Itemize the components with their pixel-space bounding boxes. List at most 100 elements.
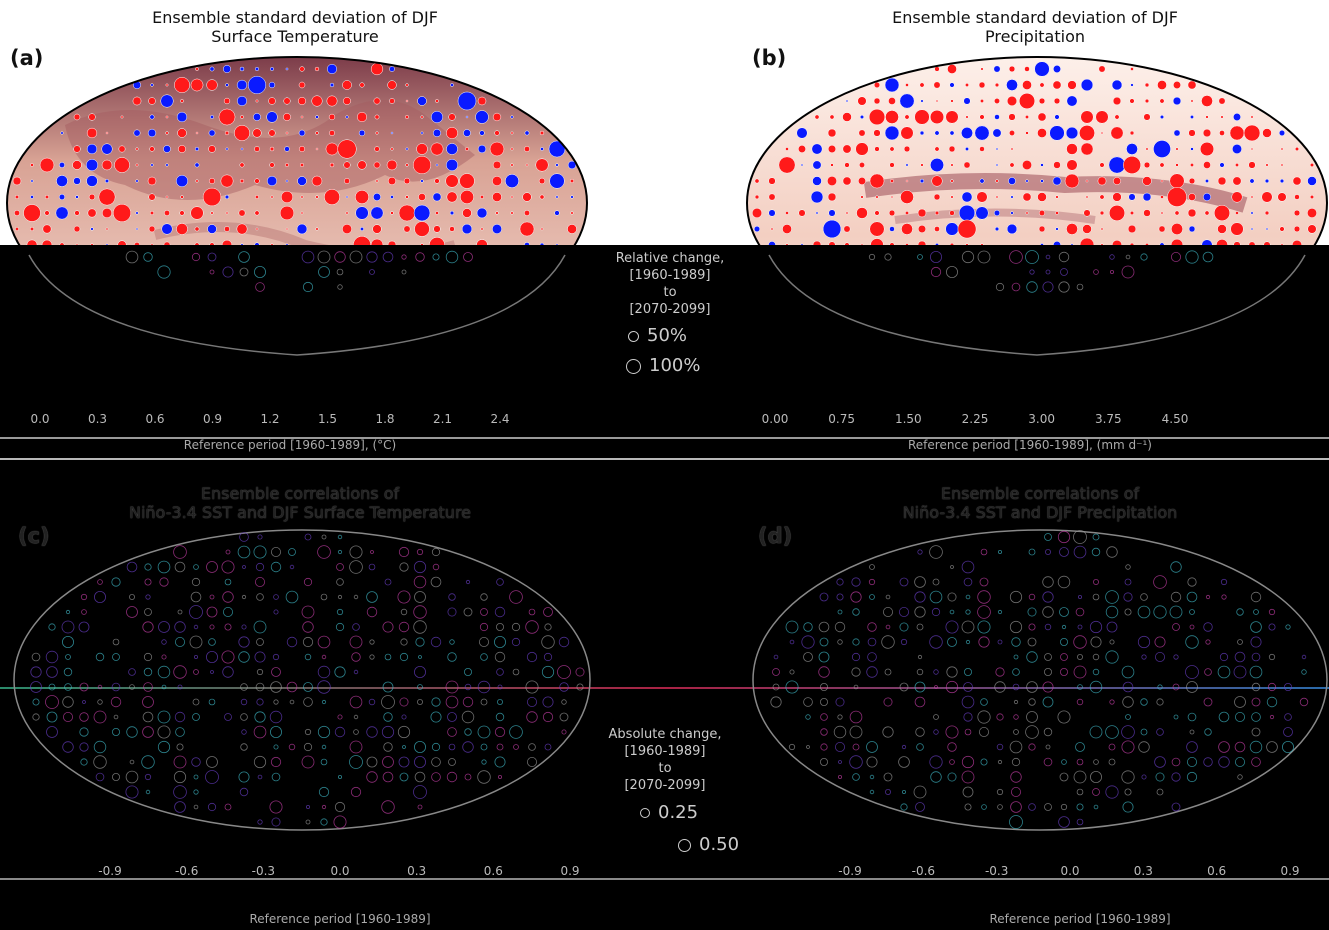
ghost-dot: [305, 819, 311, 825]
change-dot: [569, 178, 575, 184]
change-dot: [1173, 81, 1181, 89]
change-dot: [389, 98, 395, 104]
change-dot: [995, 163, 999, 167]
ghost-dot: [868, 578, 876, 586]
ghost-dot: [1059, 607, 1069, 617]
ghost-dot: [225, 549, 231, 555]
colorbar-tick-label: 0.0: [30, 412, 50, 426]
ghost-dot: [1089, 620, 1103, 634]
ghost-dot: [481, 759, 487, 765]
change-dot: [963, 161, 971, 169]
ghost-dot: [256, 593, 264, 601]
change-dot: [300, 211, 304, 215]
change-dot: [222, 64, 232, 74]
change-dot: [405, 147, 409, 151]
change-dot: [405, 163, 409, 167]
ghost-dot: [1076, 788, 1084, 796]
ghost-dot: [143, 682, 153, 692]
change-dot: [405, 83, 409, 87]
change-dot: [1123, 156, 1141, 174]
ghost-dot: [382, 771, 394, 783]
change-dot: [1171, 223, 1183, 235]
ghost-dot: [157, 665, 171, 679]
change-dot: [477, 96, 487, 106]
change-dot: [75, 195, 79, 199]
ghost-dot: [493, 636, 506, 649]
ghost-dot: [1057, 575, 1071, 589]
change-dot: [812, 160, 822, 170]
ghost-dot: [837, 639, 843, 645]
ghost-dot: [965, 594, 971, 600]
ghost-dot: [334, 251, 346, 263]
ghost-dot: [933, 714, 939, 720]
ghost-dot: [527, 696, 538, 707]
ghost-dot: [270, 546, 281, 557]
ghost-dot: [1234, 651, 1246, 663]
ghost-dot: [965, 609, 971, 615]
ghost-dot: [1251, 697, 1261, 707]
change-dot: [285, 131, 289, 135]
change-dot: [176, 223, 188, 235]
change-dot: [1085, 179, 1089, 183]
ghost-dot: [477, 680, 491, 694]
ghost-dot: [852, 773, 860, 781]
change-dot: [510, 163, 514, 167]
ghost-dot: [929, 545, 943, 559]
colorbar-tick-label: -0.9: [838, 864, 862, 878]
change-dot: [344, 178, 350, 184]
ghost-dot: [303, 742, 313, 752]
colorbar-tick-label: 3.00: [1028, 412, 1056, 426]
ghost-dot: [321, 654, 327, 660]
change-dot: [1008, 177, 1016, 185]
ghost-dot: [820, 728, 828, 736]
ghost-dot: [977, 605, 991, 619]
ghost-dot: [1076, 698, 1084, 706]
ghost-dot: [1042, 281, 1054, 293]
ghost-dot: [1105, 725, 1119, 739]
change-dot: [15, 227, 19, 231]
ghost-dot: [884, 668, 892, 676]
change-dot: [1261, 191, 1273, 203]
ghost-dot: [125, 250, 139, 264]
change-dot: [343, 97, 351, 105]
ghost-dot: [1011, 282, 1021, 292]
ghost-dot: [1153, 575, 1167, 589]
ghost-dot: [1092, 533, 1100, 541]
legend-bottom-title: Absolute change, [1960-1989] to [2070-20…: [608, 727, 722, 793]
ghost-dot: [320, 593, 328, 601]
change-dot: [933, 81, 941, 89]
change-dot: [1277, 192, 1287, 202]
ghost-dot: [496, 578, 504, 586]
ghost-dot: [143, 667, 153, 677]
ghost-dot: [477, 725, 491, 739]
ghost-dot: [1154, 652, 1165, 663]
change-dot: [1293, 209, 1301, 217]
change-dot: [355, 190, 369, 204]
ghost-dot: [337, 549, 343, 555]
change-dot: [177, 128, 187, 138]
change-dot: [29, 226, 35, 232]
ghost-dot: [495, 712, 505, 722]
change-dot: [890, 179, 894, 183]
change-dot: [253, 113, 261, 121]
ghost-dot: [142, 726, 154, 738]
ghost-dot: [272, 653, 280, 661]
legend-bottom-item-1: 0.25: [640, 802, 698, 823]
ghost-dot: [1109, 639, 1115, 645]
ghost-dot: [382, 621, 394, 633]
change-dot: [160, 94, 174, 108]
ghost-dot: [254, 711, 266, 723]
panel-b-dots: [751, 61, 1317, 253]
change-dot: [570, 211, 574, 215]
change-dot: [60, 131, 64, 135]
ghost-dot: [1061, 759, 1067, 765]
change-dot: [285, 163, 289, 167]
panel-c-title: Ensemble correlations of Niño-3.4 SST an…: [128, 484, 472, 522]
ghost-dot: [366, 726, 378, 738]
ghost-dot: [480, 653, 488, 661]
panel-b-title: Ensemble standard deviation of DJF Preci…: [892, 8, 1178, 46]
change-dot: [240, 115, 244, 119]
ghost-dot: [961, 250, 975, 264]
ghost-dot: [559, 712, 569, 722]
ghost-dot: [1044, 623, 1052, 631]
